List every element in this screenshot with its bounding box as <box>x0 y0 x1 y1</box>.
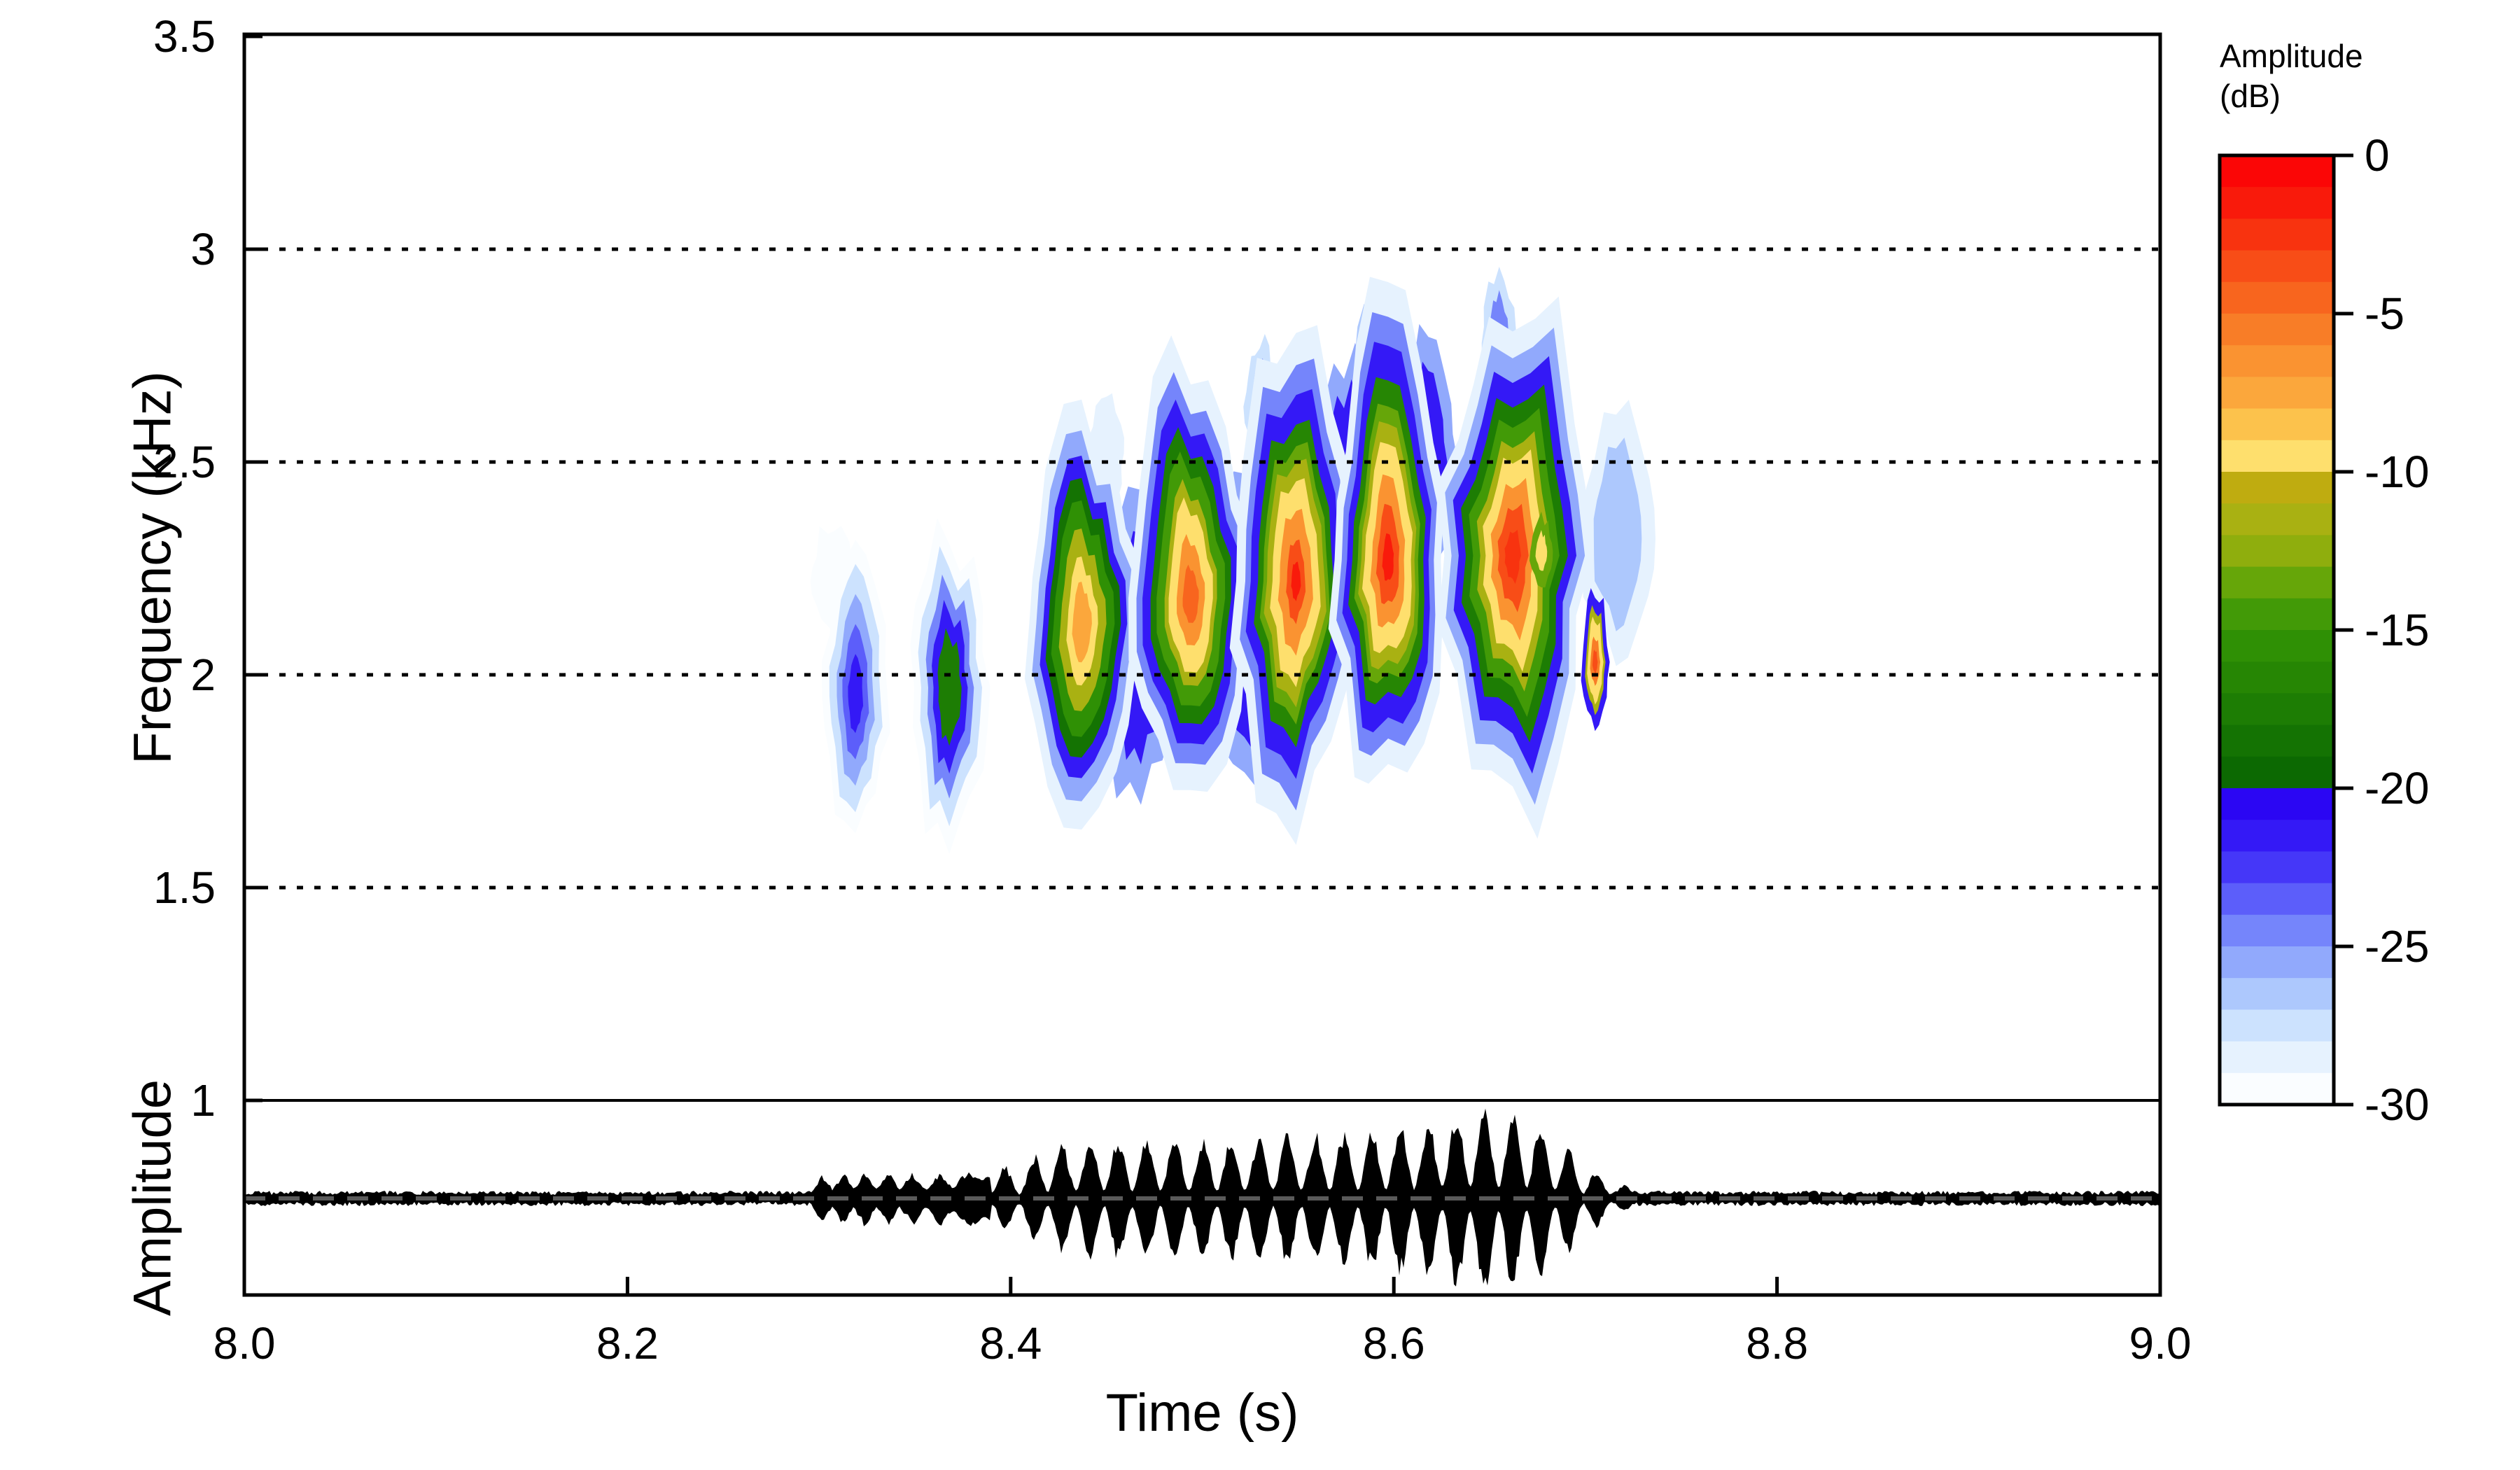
frequency-axis-title: Frequency (kHz) <box>122 370 183 764</box>
legend-band <box>2220 1041 2334 1074</box>
legend-band <box>2220 314 2334 346</box>
waveform <box>244 1108 2160 1287</box>
legend-tick-label: -15 <box>2365 605 2430 655</box>
legend-band <box>2220 662 2334 694</box>
legend-tick-label: -25 <box>2365 921 2430 972</box>
legend-band <box>2220 946 2334 979</box>
legend-band <box>2220 345 2334 377</box>
contour-layer-fringe-right <box>1593 438 1642 631</box>
freq-tick-label: 2 <box>190 650 216 700</box>
x-tick-label: 8.0 <box>213 1318 276 1368</box>
freq-gridlines <box>244 247 2160 890</box>
legend-title: Amplitude (dB) <box>2220 38 2363 114</box>
legend-tick-label: -5 <box>2365 288 2404 339</box>
legend-band <box>2220 566 2334 599</box>
legend-band <box>2220 440 2334 472</box>
legend-band <box>2220 250 2334 283</box>
legend-band <box>2220 377 2334 410</box>
axes <box>242 32 2162 1297</box>
legend-band <box>2220 693 2334 726</box>
legend-tick-label: -20 <box>2365 763 2430 813</box>
plot-border <box>242 32 2162 1297</box>
contour-layer-diamond-right <box>1535 530 1548 571</box>
legend-band <box>2220 281 2334 314</box>
legend-band <box>2220 883 2334 916</box>
freq-tick-label: 1.5 <box>153 862 216 913</box>
x-tick-label: 8.8 <box>1746 1318 1809 1368</box>
freq-tick-label: 1 <box>190 1075 216 1126</box>
freq-tick-label: 2.5 <box>153 437 216 487</box>
legend-band <box>2220 598 2334 631</box>
freq-tick-label: 3 <box>190 224 216 274</box>
freq-tick-label: 3.5 <box>153 11 216 62</box>
legend-band <box>2220 155 2334 188</box>
x-tick-label: 8.2 <box>596 1318 659 1368</box>
spectrogram-contours <box>810 267 1656 855</box>
legend-tick-label: 0 <box>2365 130 2390 181</box>
legend-band <box>2220 978 2334 1010</box>
legend-band <box>2220 1009 2334 1042</box>
legend-band <box>2220 408 2334 441</box>
legend-band <box>2220 788 2334 820</box>
contour-layer-syllable-3 <box>1072 582 1092 663</box>
legend-band <box>2220 630 2334 662</box>
legend-band <box>2220 724 2334 757</box>
legend-band <box>2220 535 2334 568</box>
time-axis-title: Time (s) <box>1105 1383 1299 1443</box>
legend-tick-label: -10 <box>2365 447 2430 497</box>
legend-band <box>2220 820 2334 852</box>
legend-band <box>2220 187 2334 219</box>
legend-tick-label: -30 <box>2365 1079 2430 1130</box>
contour-layer-syllable-4 <box>1182 564 1199 623</box>
legend-band <box>2220 503 2334 536</box>
legend-band <box>2220 218 2334 251</box>
legend-band <box>2220 756 2334 789</box>
x-tick-label: 8.4 <box>979 1318 1042 1368</box>
contour-layer-spot-right-low <box>1592 649 1598 674</box>
x-tick-label: 9.0 <box>2129 1318 2192 1368</box>
oscillogram-axis-title: Amplitude <box>122 1079 183 1316</box>
contour-layer-syllable-5 <box>1291 561 1301 601</box>
legend-band <box>2220 851 2334 884</box>
legend-band <box>2220 472 2334 504</box>
contour-layer-syllable-7 <box>1504 529 1521 584</box>
legend-colorbar <box>2218 153 2353 1107</box>
legend-band <box>2220 914 2334 947</box>
x-tick-label: 8.6 <box>1362 1318 1425 1368</box>
contour-layer-syllable-6 <box>1382 533 1394 581</box>
contour-layer-syllable-2 <box>937 628 962 746</box>
legend-band <box>2220 1072 2334 1105</box>
